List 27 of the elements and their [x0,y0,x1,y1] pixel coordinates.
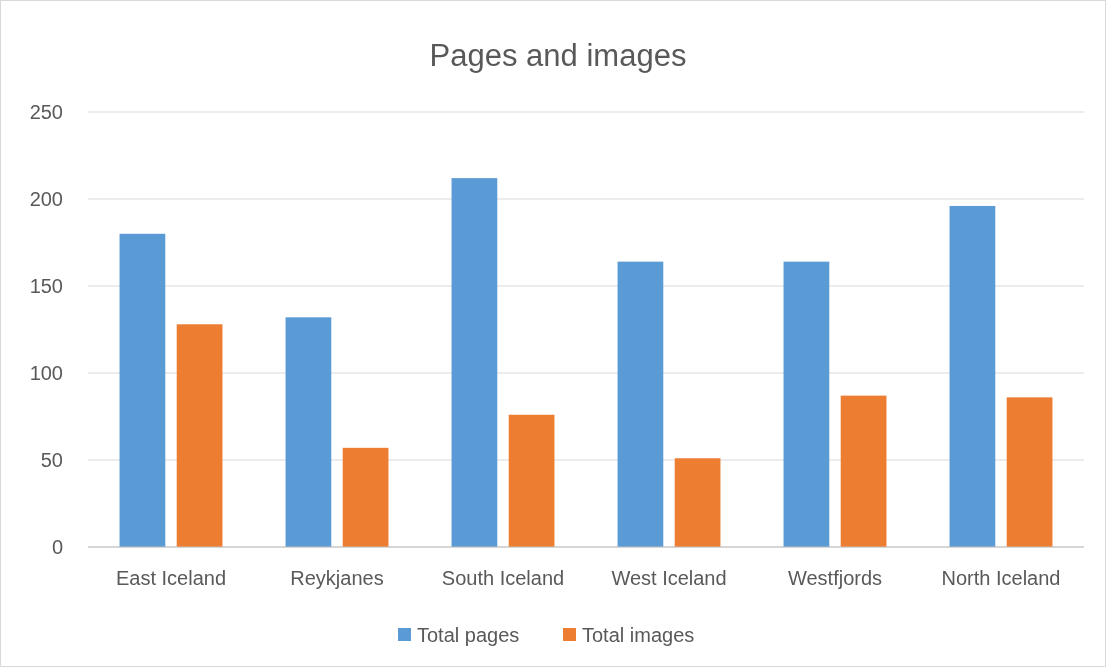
y-tick-label: 250 [29,101,63,123]
legend-label: Total pages [417,624,520,646]
y-tick-label: 200 [29,188,63,210]
x-tick-label: Reykjanes [290,567,384,589]
x-tick-label: North Iceland [941,567,1061,589]
bar [119,233,166,547]
bar [783,261,830,547]
bar [840,395,887,547]
y-tick-label: 100 [29,362,63,384]
y-tick-label: 50 [40,449,63,471]
y-tick-label: 0 [51,536,63,558]
chart-title: Pages and images [429,38,687,73]
bar [451,178,498,547]
bar [285,317,332,547]
bar [674,458,721,547]
y-tick-label: 150 [29,275,63,297]
x-tick-label: Westfjords [787,567,883,589]
bar [508,414,555,547]
bar [949,205,996,547]
bar [1006,397,1053,547]
legend-label: Total images [582,624,695,646]
x-tick-label: East Iceland [115,567,227,589]
x-tick-label: West Iceland [611,567,727,589]
bar [176,324,223,547]
bar [342,447,389,547]
x-tick-label: South Iceland [441,567,565,589]
bar [617,261,664,547]
